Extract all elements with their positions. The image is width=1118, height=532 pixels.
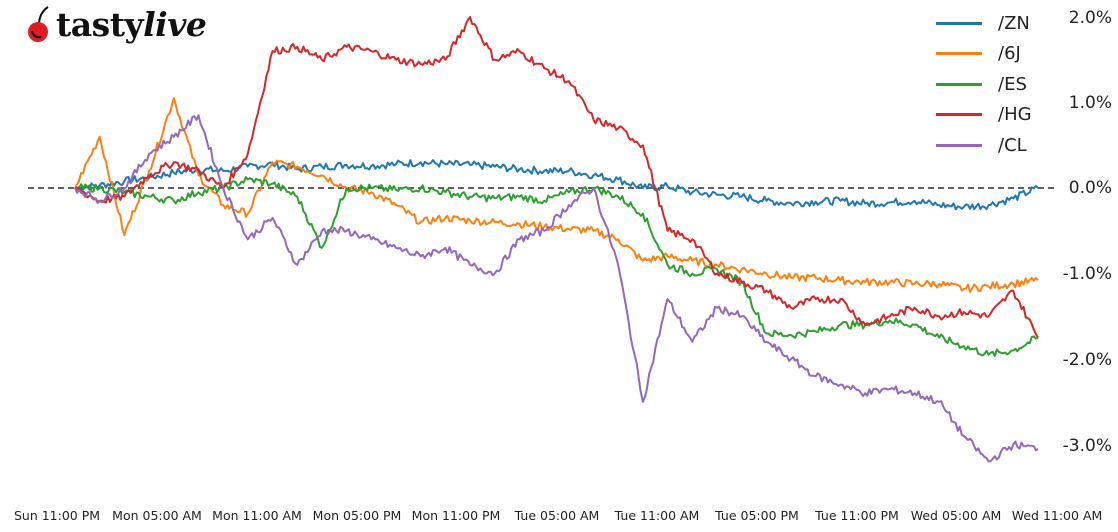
x-tick-label: Tue 11:00 PM	[815, 508, 899, 523]
series-line-6j	[74, 97, 1039, 293]
brand-name-part1: tasty	[56, 4, 144, 44]
legend-label: /ES	[998, 73, 1027, 95]
series-layer	[74, 16, 1039, 463]
y-tick-label: 1.0%	[1068, 93, 1112, 113]
legend-swatch	[936, 82, 982, 86]
brand-logo: tastylive	[24, 2, 207, 46]
x-tick-label: Tue 05:00 AM	[514, 508, 600, 523]
y-tick-label: -3.0%	[1062, 436, 1112, 456]
x-tick-label: Mon 05:00 AM	[112, 508, 202, 523]
x-tick-label: Sun 11:00 PM	[13, 508, 101, 523]
series-line-cl	[74, 114, 1039, 463]
x-tick-label: Mon 11:00 AM	[212, 508, 302, 523]
brand-name: tastylive	[56, 4, 207, 44]
legend-swatch	[936, 113, 982, 117]
legend-item-es: /ES	[936, 69, 1032, 100]
cherry-icon	[28, 6, 49, 42]
legend-item-6j: /6J	[936, 39, 1032, 70]
series-line-hg	[74, 16, 1039, 339]
y-tick-label: -1.0%	[1062, 264, 1112, 284]
legend-swatch	[936, 143, 982, 147]
brand-name-part2: live	[143, 4, 207, 44]
x-tick-label: Tue 05:00 PM	[715, 508, 799, 523]
legend-label: /ZN	[998, 12, 1030, 34]
legend-item-cl: /CL	[936, 130, 1032, 161]
legend-swatch	[936, 52, 982, 56]
legend: /ZN /6J /ES /HG /CL	[936, 8, 1032, 161]
legend-label: /HG	[998, 104, 1032, 126]
x-tick-label: Mon 05:00 PM	[312, 508, 402, 523]
y-tick-label: 2.0%	[1068, 8, 1112, 28]
y-tick-label: -2.0%	[1062, 350, 1112, 370]
x-tick-label: Wed 05:00 AM	[910, 508, 1002, 523]
x-tick-label: Tue 11:00 AM	[614, 508, 700, 523]
legend-label: /CL	[998, 134, 1027, 156]
x-tick-label: Wed 11:00 AM	[1011, 508, 1103, 523]
y-tick-label: 0.0%	[1068, 178, 1112, 198]
legend-label: /6J	[998, 43, 1021, 65]
series-line-es	[74, 176, 1039, 357]
x-tick-label: Mon 11:00 PM	[411, 508, 501, 523]
legend-item-hg: /HG	[936, 100, 1032, 131]
legend-swatch	[936, 21, 982, 25]
legend-item-zn: /ZN	[936, 8, 1032, 39]
